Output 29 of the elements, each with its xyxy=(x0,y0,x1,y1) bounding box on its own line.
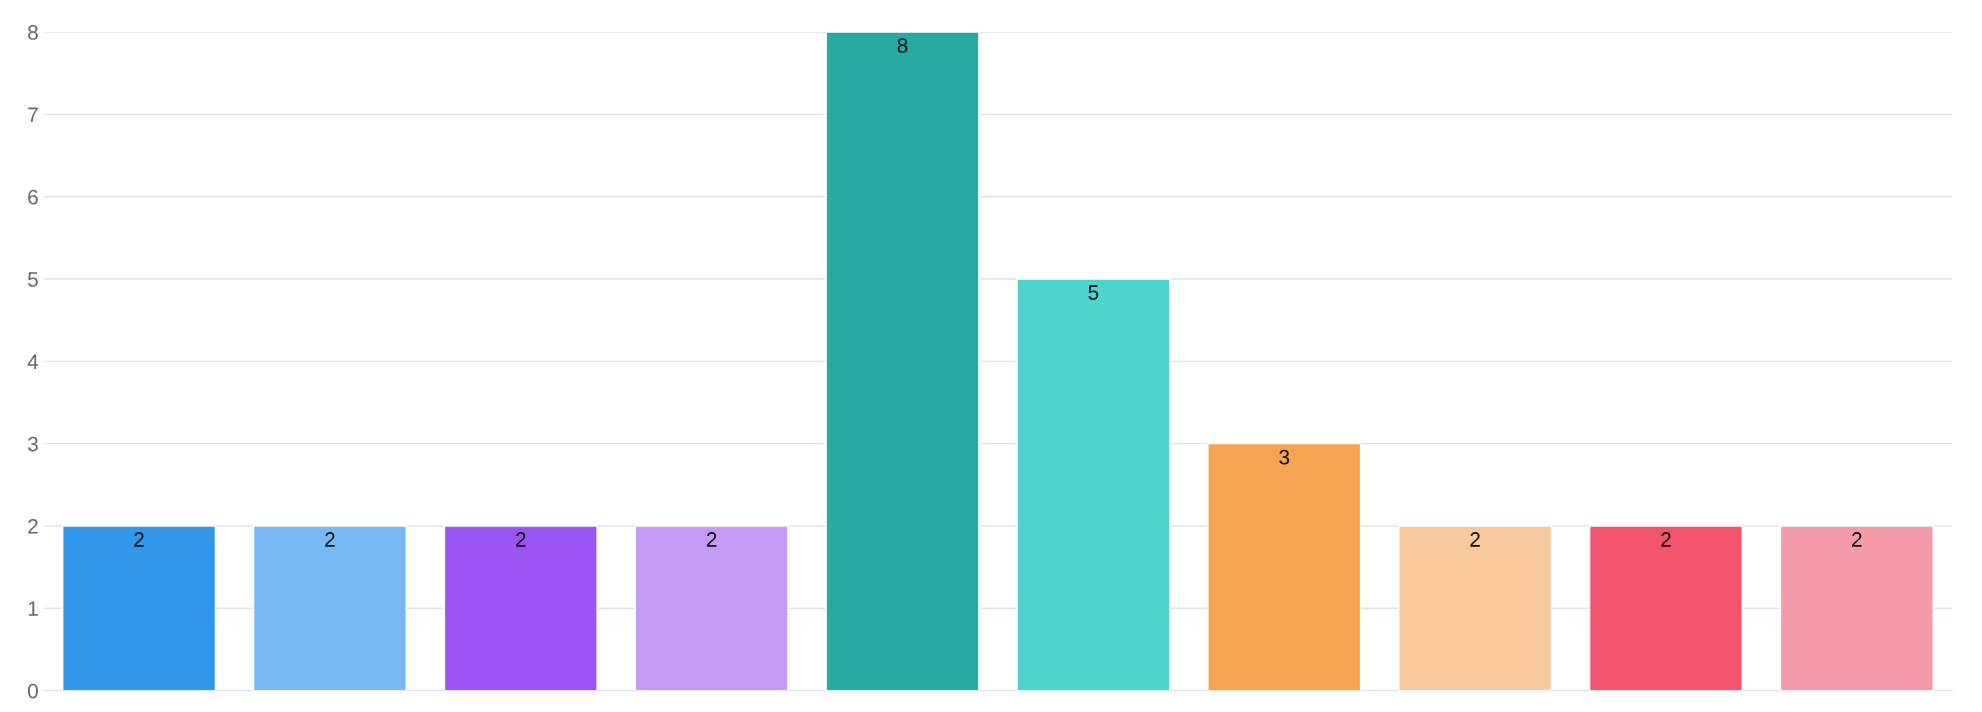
y-tick-label: 4 xyxy=(27,354,39,369)
data-label: 2 xyxy=(1661,532,1671,547)
y-tick-label: 1 xyxy=(28,601,38,616)
bar xyxy=(1016,278,1171,691)
y-tick-label: 0 xyxy=(27,683,38,699)
data-label: 3 xyxy=(1279,449,1290,465)
bar xyxy=(1398,525,1553,691)
bar xyxy=(825,32,980,691)
bar xyxy=(634,525,789,691)
y-tick-label: 6 xyxy=(28,189,38,205)
data-label: 8 xyxy=(897,38,908,53)
bar xyxy=(1207,442,1362,691)
data-label: 2 xyxy=(134,532,144,547)
data-label: 2 xyxy=(325,532,335,547)
data-label: 2 xyxy=(1470,532,1480,547)
y-tick-label: 5 xyxy=(27,272,38,287)
y-tick-label: 2 xyxy=(28,518,38,534)
data-label: 2 xyxy=(516,532,526,547)
bar xyxy=(252,525,407,691)
data-label: 5 xyxy=(1088,285,1099,300)
bar xyxy=(1588,525,1744,691)
y-tick-label: 7 xyxy=(28,107,38,122)
bar xyxy=(1779,525,1934,691)
bar xyxy=(61,525,217,691)
bar xyxy=(443,525,598,691)
data-label: 2 xyxy=(1852,532,1862,547)
y-tick-label: 3 xyxy=(27,436,38,452)
data-label: 2 xyxy=(706,532,717,547)
y-tick-label: 8 xyxy=(28,25,38,40)
